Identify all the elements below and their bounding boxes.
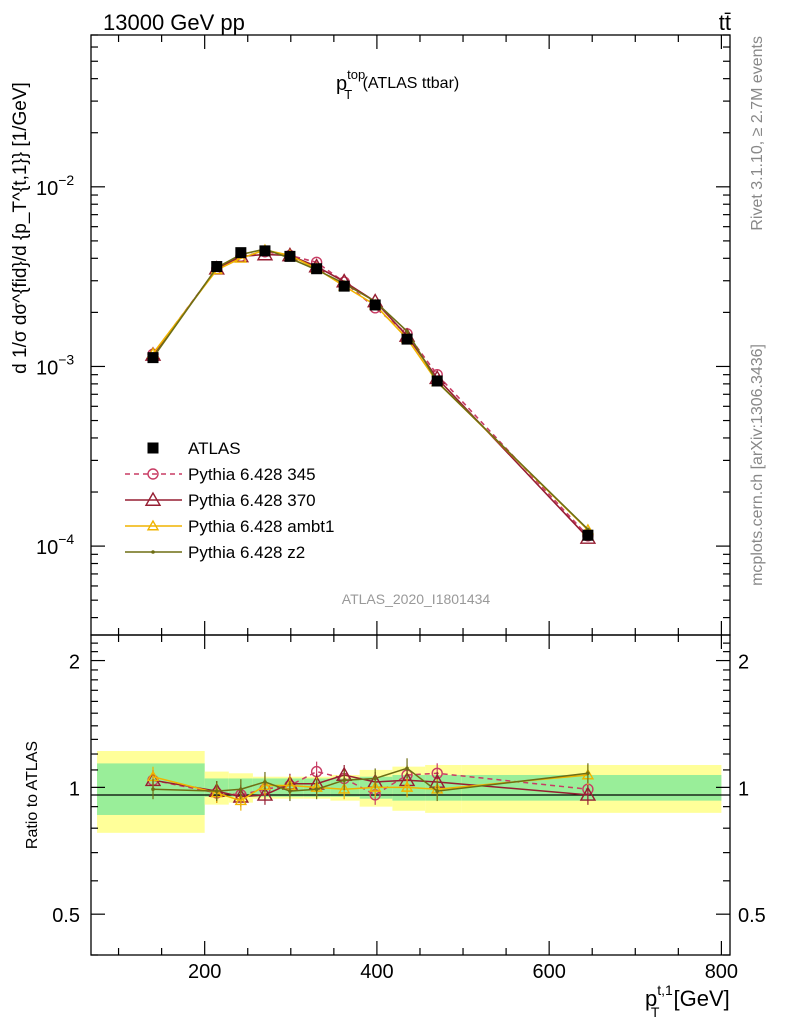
data-point xyxy=(314,787,319,792)
ratio-y-tick-label: 1 xyxy=(69,778,80,800)
main-ylabel: d 1/σ dσ^{fid}/d {p_T^{t,1}} [1/GeV] xyxy=(10,82,31,374)
data-point xyxy=(256,786,274,801)
ratio-plot-frame xyxy=(90,634,731,956)
ratio-y-tick-label: 2 xyxy=(69,652,80,674)
data-point xyxy=(259,245,271,257)
y-tick-label: 10−2 xyxy=(36,172,74,200)
data-point xyxy=(337,782,351,794)
y-tick-exp: −4 xyxy=(58,531,74,547)
ratio-ticks: 2 2 1 1 0.5 0.5 xyxy=(52,642,766,956)
data-point xyxy=(373,776,377,781)
legend-label: Pythia 6.428 345 xyxy=(188,465,316,484)
ratio-y-tick-label: 0.5 xyxy=(52,905,80,927)
y-tick-base: 10 xyxy=(36,178,58,200)
legend-entry: Pythia 6.428 345 xyxy=(125,465,316,484)
xlabel-main: p xyxy=(645,986,657,1011)
x-tick-label: 800 xyxy=(705,961,738,983)
data-point xyxy=(147,442,159,454)
title-sub: T xyxy=(344,87,352,102)
ratio-y-tick-label-right: 2 xyxy=(738,652,749,674)
data-point xyxy=(234,794,248,806)
ratio-y-tick-label-right: 1 xyxy=(738,778,749,800)
data-point xyxy=(147,468,159,480)
series-line xyxy=(152,249,589,531)
data-point xyxy=(431,375,443,387)
title-main: p xyxy=(336,73,347,95)
data-point xyxy=(405,766,409,771)
x-tick-label: 600 xyxy=(532,961,565,983)
ratio-plot: 2 2 1 1 0.5 0.5 Ratio to ATLAS xyxy=(24,634,766,956)
title-sup: top xyxy=(347,67,365,82)
data-point xyxy=(146,519,160,531)
ratio-band-inner xyxy=(97,763,205,815)
data-point xyxy=(342,778,346,782)
y-tick-base: 10 xyxy=(36,537,58,559)
data-point xyxy=(368,780,382,792)
main-ticks: 10−210−310−4 xyxy=(36,34,730,619)
legend-label: Pythia 6.428 z2 xyxy=(188,543,305,562)
data-point xyxy=(151,787,155,792)
data-point xyxy=(311,263,323,275)
header-right: tt̄ xyxy=(719,10,731,35)
rivet-label: Rivet 3.1.10, ≥ 2.7M events xyxy=(749,36,766,231)
y-tick-exp: −3 xyxy=(58,351,74,367)
series-pythia-6-428-z2 xyxy=(151,247,590,532)
data-point xyxy=(211,261,223,273)
legend-entry: Pythia 6.428 z2 xyxy=(125,543,305,562)
main-ylabel-text: d 1/σ dσ^{fid}/d {p_T^{t,1}} [1/GeV] xyxy=(10,82,31,374)
xlabel-unit: [GeV] xyxy=(667,986,729,1011)
ratio-ylabel: Ratio to ATLAS xyxy=(24,741,41,849)
legend-entry: Pythia 6.428 ambt1 xyxy=(125,517,334,536)
data-point xyxy=(288,789,292,793)
x-axis: 200 400 600 800 xyxy=(117,35,738,983)
ratio-series-pythia-6-428-z2 xyxy=(151,758,590,802)
title-rest: (ATLAS ttbar) xyxy=(358,75,459,92)
mcplots-label: mcplots.cern.ch [arXiv:1306.3436] xyxy=(749,344,766,586)
data-point xyxy=(579,786,597,801)
data-point xyxy=(151,550,155,554)
data-point xyxy=(586,771,590,776)
data-point xyxy=(400,780,414,792)
data-point xyxy=(263,780,267,784)
xlabel-sup: t,1 xyxy=(657,982,673,998)
legend-entry: ATLAS xyxy=(147,439,241,458)
watermark: ATLAS_2020_I1801434 xyxy=(342,591,491,607)
data-point xyxy=(369,299,381,311)
data-point xyxy=(284,250,296,262)
data-point xyxy=(338,280,350,292)
data-point xyxy=(405,329,409,334)
main-plot-title: ptop T (ATLAS ttbar) xyxy=(336,67,459,102)
data-point xyxy=(214,789,219,793)
ratio-series xyxy=(144,758,597,811)
main-plot: 10−210−310−4 ptop T (ATLAS ttbar) ATLAS_2… xyxy=(10,34,731,636)
legend-label: Pythia 6.428 370 xyxy=(188,491,316,510)
data-point xyxy=(401,333,413,345)
legend-label: ATLAS xyxy=(188,439,241,458)
y-tick-exp: −2 xyxy=(58,172,74,188)
y-tick-label: 10−3 xyxy=(36,351,74,379)
y-tick-label: 10−4 xyxy=(36,531,74,559)
data-point xyxy=(147,352,159,364)
data-point xyxy=(235,247,247,259)
legend: ATLAS Pythia 6.428 345 Pythia 6.428 370 Pyt… xyxy=(125,439,334,562)
legend-label: Pythia 6.428 ambt1 xyxy=(188,517,334,536)
xlabel-sub: T xyxy=(651,1004,660,1020)
data-point xyxy=(435,789,439,793)
y-tick-base: 10 xyxy=(36,357,58,379)
ratio-y-tick-label-right: 0.5 xyxy=(738,905,766,927)
data-point xyxy=(582,529,594,541)
x-tick-label: 400 xyxy=(360,961,393,983)
legend-entry: Pythia 6.428 370 xyxy=(125,491,316,510)
series-atlas xyxy=(147,245,594,541)
ratio-bands xyxy=(97,750,722,833)
data-point xyxy=(239,787,243,792)
main-series xyxy=(144,243,597,544)
x-tick-label: 200 xyxy=(188,961,221,983)
series-line xyxy=(152,248,589,530)
x-axis-label: pt,1 T [GeV] xyxy=(645,982,730,1020)
data-point xyxy=(144,491,162,506)
header-left: 13000 GeV pp xyxy=(103,10,245,35)
